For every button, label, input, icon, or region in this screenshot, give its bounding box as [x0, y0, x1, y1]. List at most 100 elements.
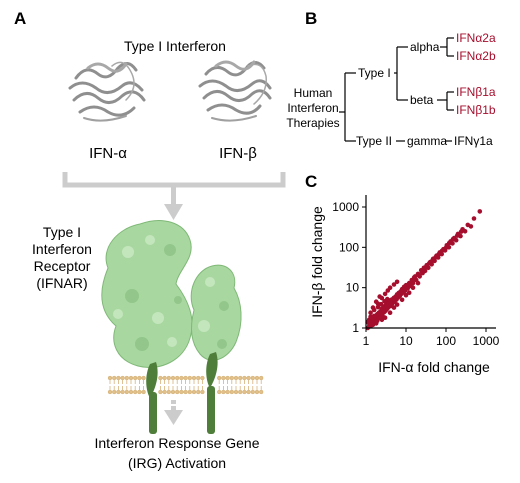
interferon-bracket [62, 172, 286, 188]
data-point [373, 299, 379, 305]
lipid-head [187, 389, 192, 395]
lipid-head [217, 375, 222, 381]
lipid-head [175, 375, 180, 381]
lipid-head [191, 389, 197, 395]
lipid-head [112, 389, 117, 395]
data-point [388, 301, 394, 306]
lipid-head [141, 375, 146, 381]
lipid-head [250, 375, 255, 381]
data-point [382, 291, 388, 297]
lipid-head [225, 375, 230, 381]
lipid-head [200, 375, 205, 381]
receptor-label-line-3: Receptor [34, 258, 91, 274]
lipid-head [179, 389, 184, 395]
lipid-head [242, 389, 247, 395]
data-point [423, 264, 429, 270]
data-point [412, 274, 418, 279]
lipid-head [233, 389, 239, 395]
data-point [462, 229, 468, 234]
lipid-head [187, 375, 192, 381]
data-point [378, 301, 384, 307]
lipid-head [191, 375, 197, 381]
lipid-head [112, 375, 117, 381]
ifn-alpha-label: IFN-α [89, 145, 127, 162]
data-point [387, 310, 393, 316]
data-point [403, 292, 409, 298]
lipid-head [166, 375, 171, 381]
data-point [458, 229, 464, 234]
lipid-head [116, 389, 121, 395]
data-point [410, 285, 416, 291]
data-point [471, 216, 477, 221]
data-point [391, 282, 397, 287]
lipid-head [183, 389, 188, 395]
panel-c-letter: C [305, 172, 317, 191]
x-axis-label: IFN-α fold change [378, 359, 490, 375]
data-point [385, 296, 390, 302]
lipid-head [133, 389, 138, 395]
y-tick-label: 1000 [332, 200, 359, 214]
x-tick-label: 100 [436, 334, 456, 348]
lipid-head [221, 375, 226, 381]
data-point [387, 285, 393, 291]
lipid-head [183, 375, 188, 381]
data-point [391, 305, 397, 310]
lipid-head [259, 375, 264, 381]
lipid-head [221, 389, 226, 395]
data-point [394, 279, 400, 285]
lipid-head [116, 375, 121, 381]
tree-alpha: alpha [410, 40, 440, 54]
lipid-head [158, 375, 163, 381]
receptor-stalks [146, 352, 218, 434]
x-tick-label: 10 [399, 334, 413, 348]
outcome-label-line-1: Interferon Response Gene [95, 435, 260, 451]
lipid-head [254, 375, 260, 381]
data-point [398, 289, 404, 295]
lipid-head [137, 389, 142, 395]
data-point [371, 307, 377, 313]
lipid-head [196, 389, 201, 395]
lipid-head [128, 389, 134, 395]
tree-root-line-2: Interferon [287, 101, 338, 115]
lipid-head [242, 375, 247, 381]
receptor-label-line-4: (IFNAR) [36, 275, 87, 291]
leaf-ifn-beta-1b: IFNβ1b [456, 103, 496, 117]
data-point [436, 251, 442, 257]
lipid-head [162, 375, 167, 381]
receptor-label-line-1: Type I [43, 224, 81, 240]
data-point [439, 248, 445, 254]
cell-membrane [107, 375, 264, 395]
data-point [369, 322, 375, 328]
data-point [376, 315, 382, 321]
x-tick-label: 1000 [473, 334, 500, 348]
tree-root-line-3: Therapies [286, 116, 339, 130]
data-point [477, 209, 483, 214]
data-point [406, 290, 412, 296]
ifn-beta-label: IFN-β [219, 145, 257, 162]
lipid-head [233, 375, 239, 381]
arrow-to-receptor [164, 185, 183, 220]
lipid-head [238, 375, 243, 381]
data-point [426, 261, 432, 266]
tree-root-line-1: Human [294, 86, 333, 100]
data-point [410, 279, 415, 285]
data-point [406, 282, 411, 287]
panel-b: B Human Interferon Therapies Type I Type [286, 9, 496, 148]
tree-type-ii: Type II [356, 134, 392, 148]
lipid-head [179, 375, 184, 381]
lipid-head [246, 375, 251, 381]
lipid-head [238, 389, 243, 395]
ifnar1-transmembrane [149, 392, 157, 434]
scatter-plot: 1 10 100 1000 1 10 100 1000 IFN-α fold change I… [309, 195, 500, 375]
panel-a: A Type I Interferon IFN-α IFN-β [14, 9, 286, 471]
lipid-head [137, 375, 142, 381]
lipid-head [259, 389, 264, 395]
lipid-head [229, 375, 234, 381]
scatter-ticks: 1 10 100 1000 1 10 100 1000 [332, 200, 499, 348]
scatter-points [365, 209, 483, 331]
data-point [443, 245, 449, 250]
y-tick-label: 100 [339, 240, 359, 254]
lipid-head [229, 389, 234, 395]
x-tick-label: 1 [363, 334, 370, 348]
ifn-alpha-structure [68, 61, 146, 122]
